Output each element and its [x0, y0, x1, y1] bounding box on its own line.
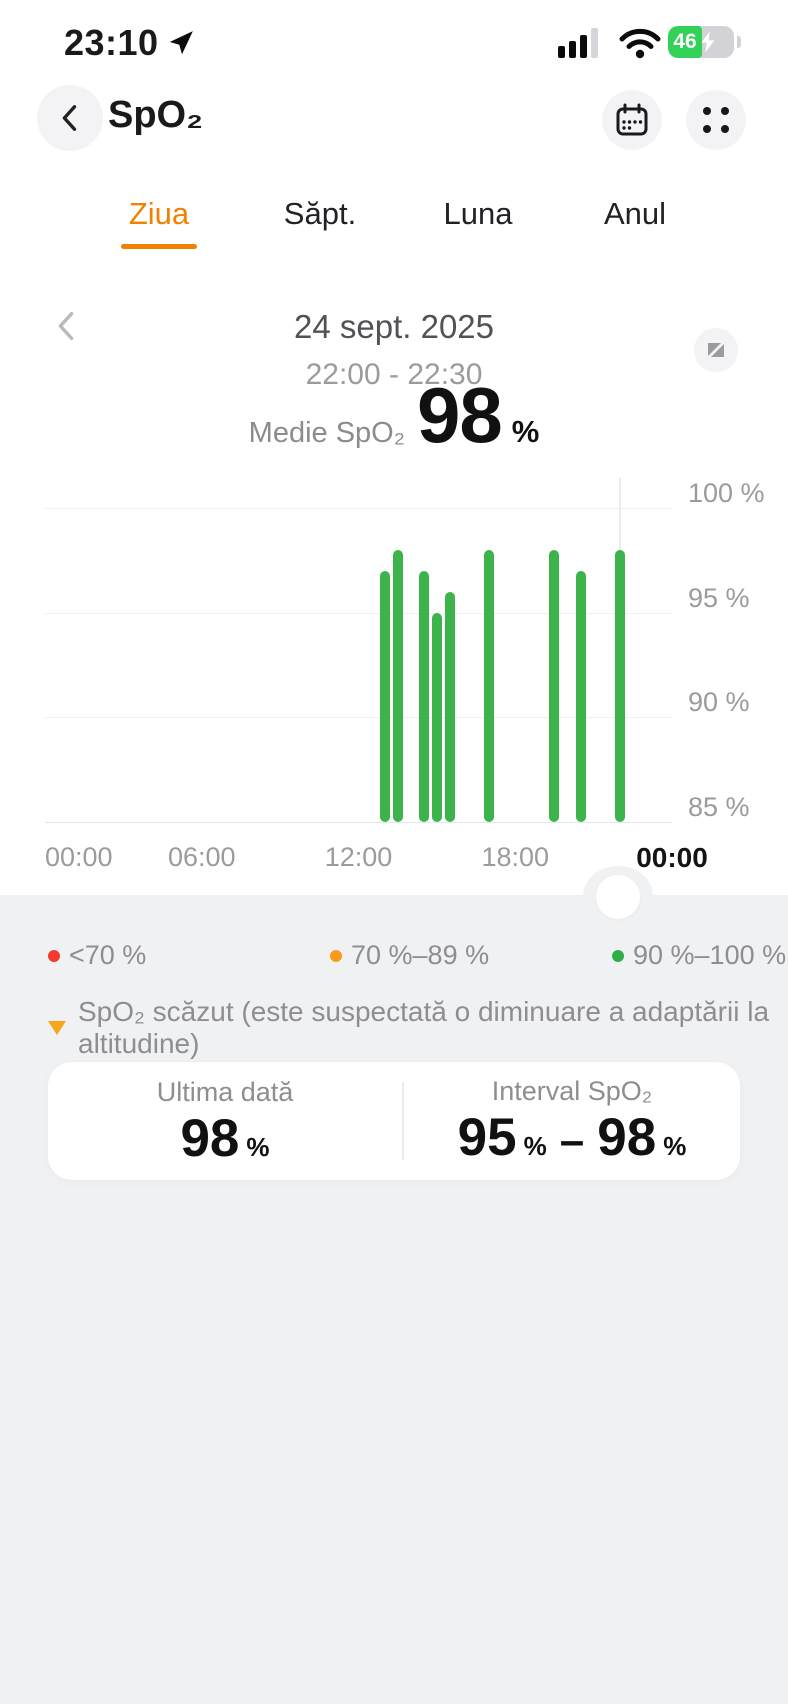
last-reading-stat: Ultima dată 98 %: [156, 1077, 294, 1168]
charging-bolt-icon: [701, 31, 715, 53]
chart-bar[interactable]: [484, 549, 495, 822]
chart-bar[interactable]: [549, 549, 560, 822]
average-value: 98: [416, 371, 503, 459]
card-divider: [402, 1082, 404, 1160]
legend-dot: [612, 949, 624, 962]
legend-dot: [330, 949, 342, 962]
chart-bar[interactable]: [392, 549, 403, 822]
selected-date: 24 sept. 2025: [294, 308, 494, 345]
time-selector-handle[interactable]: [596, 875, 640, 919]
chart-bar[interactable]: [418, 570, 429, 822]
status-time: 23:10: [64, 22, 159, 63]
legend-item-mid: 70 %–89 %: [330, 940, 489, 971]
tab-anul[interactable]: Anul: [603, 196, 667, 231]
y-axis-tick-label: 100 %: [688, 478, 765, 508]
chart-bar[interactable]: [444, 591, 455, 822]
selected-time-range: 22:00 - 22:30: [305, 358, 483, 391]
back-button[interactable]: [37, 85, 103, 151]
interval-dash: –: [559, 1116, 585, 1165]
tab-sapt[interactable]: Săpt.: [283, 196, 357, 231]
previous-day-button[interactable]: [52, 308, 80, 344]
y-axis-tick-label: 85 %: [688, 792, 750, 822]
x-axis-tick-label: 00:00: [45, 842, 113, 872]
chart-bar[interactable]: [431, 612, 442, 822]
cellular-signal-icon: [558, 28, 610, 58]
wifi-icon: [619, 28, 661, 59]
interval-low-value: 95: [457, 1108, 517, 1167]
low-spo2-warning: SpO₂ scăzut (este suspectată o diminuare…: [48, 996, 788, 1060]
warning-triangle-icon: [48, 1021, 66, 1035]
calendar-icon: [616, 103, 648, 136]
grid-line: [45, 717, 672, 719]
average-summary: Medie SpO₂ 98 %: [0, 376, 788, 454]
legend-item-low: <70 %: [48, 940, 146, 971]
battery-fill: 46: [668, 26, 702, 58]
tab-luna[interactable]: Luna: [443, 196, 513, 231]
expand-chart-button[interactable]: [694, 328, 738, 372]
stats-card: Ultima dată 98 % Interval SpO₂ 95 % – 98…: [48, 1062, 740, 1180]
calendar-button[interactable]: [602, 90, 662, 150]
last-reading-value: 98: [180, 1109, 240, 1168]
x-axis-tick-label: 06:00: [167, 842, 236, 872]
spo2-interval-stat: Interval SpO₂ 95 % – 98 %: [457, 1076, 687, 1167]
warning-text: SpO₂ scăzut (este suspectată o diminuare…: [78, 996, 770, 1059]
active-tab-underline: [121, 244, 197, 249]
grid-line: [45, 822, 672, 823]
battery-charging-icon: 46: [668, 26, 734, 58]
last-reading-label: Ultima dată: [156, 1077, 294, 1107]
chart-bar[interactable]: [614, 549, 625, 822]
four-dots-icon: [703, 107, 729, 133]
chart-bar[interactable]: [575, 570, 586, 822]
grid-line: [45, 612, 672, 614]
x-axis-tick-label: 18:00: [481, 842, 550, 872]
average-unit: %: [511, 414, 540, 449]
legend-item-high: 90 %–100 %: [612, 940, 786, 971]
x-axis-tick-label: 00:00: [636, 842, 708, 873]
resize-icon: [698, 332, 734, 368]
battery-terminal: [737, 36, 741, 48]
spo2-chart[interactable]: 100 % 95 % 90 % 85 % 00:00 06:00 12:00 18:00 00:…: [0, 450, 788, 880]
lower-section-background: [0, 895, 788, 1704]
more-options-button[interactable]: [686, 90, 746, 150]
y-axis-tick-label: 95 %: [688, 582, 750, 613]
chevron-left-icon: [62, 105, 77, 131]
average-label: Medie SpO₂: [248, 417, 405, 449]
y-axis-tick-label: 90 %: [688, 687, 750, 718]
x-axis-tick-label: 12:00: [324, 842, 393, 872]
interval-label: Interval SpO₂: [491, 1076, 653, 1106]
tab-ziua[interactable]: Ziua: [79, 196, 239, 249]
grid-line: [45, 508, 672, 509]
location-arrow-icon: [169, 31, 193, 55]
chart-bar[interactable]: [379, 570, 390, 822]
legend-dot: [48, 949, 60, 962]
page-title: SpO₂: [108, 94, 203, 136]
interval-high-value: 98: [597, 1108, 657, 1167]
